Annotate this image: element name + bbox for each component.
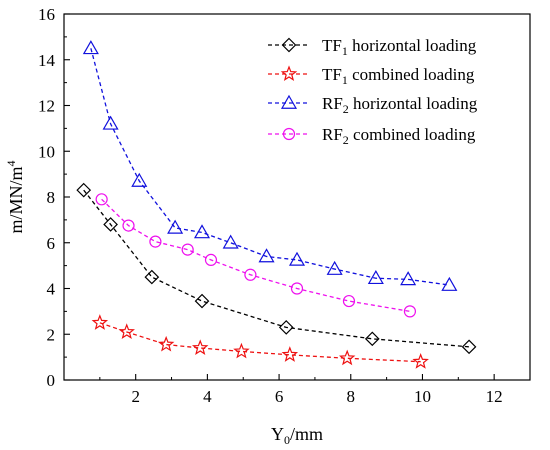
data-point — [122, 219, 135, 232]
legend-label-base: RF — [322, 94, 343, 113]
legend-entry: TF1 horizontal loading — [268, 36, 477, 58]
data-point — [326, 260, 343, 275]
series-line — [101, 198, 411, 313]
legend-label-base: RF — [322, 125, 343, 144]
legend-label-sub: 1 — [342, 44, 348, 58]
data-point — [278, 320, 294, 335]
legend-entry: RF2 horizontal loading — [268, 94, 478, 116]
legend-label-rest: combined loading — [349, 125, 476, 144]
series-line — [99, 322, 421, 363]
legend-marker — [281, 37, 297, 53]
y-tick-label: 0 — [47, 371, 56, 390]
y-tick-label: 16 — [38, 5, 55, 24]
x-tick-label: 12 — [486, 387, 503, 406]
legend-label-rest: horizontal loading — [349, 94, 478, 113]
y-tick-label: 14 — [38, 51, 56, 70]
x-axis-label: Y0/mm — [271, 424, 323, 447]
legend-label-base: TF — [322, 65, 342, 84]
y-axis-label: m/MN/m4 — [4, 160, 26, 233]
data-point — [364, 331, 380, 347]
data-point — [82, 40, 99, 55]
legend-label: RF2 horizontal loading — [322, 94, 478, 116]
y-tick-label: 6 — [47, 234, 56, 253]
data-point — [342, 294, 356, 308]
data-point — [191, 339, 209, 355]
data-point — [461, 339, 477, 355]
data-point — [441, 276, 458, 291]
data-point — [338, 349, 356, 366]
series-0 — [76, 182, 477, 355]
series-line — [90, 48, 450, 286]
series-1 — [91, 314, 429, 369]
y-tick-label: 2 — [47, 325, 56, 344]
legend-label-base: TF — [322, 36, 342, 55]
data-point — [118, 323, 135, 339]
y-tick-label: 4 — [47, 280, 56, 299]
x-tick-label: 6 — [275, 387, 284, 406]
data-point — [244, 268, 257, 281]
x-tick-label: 2 — [131, 387, 140, 406]
legend-label: TF1 combined loading — [322, 65, 475, 87]
data-point — [103, 217, 118, 232]
x-axis-label-sub: 0 — [284, 433, 290, 447]
y-axis-label-sup: 4 — [4, 160, 18, 166]
legend-entry: RF2 combined loading — [268, 125, 476, 147]
x-tick-label: 4 — [203, 387, 212, 406]
series-line — [83, 189, 470, 348]
data-point — [204, 253, 218, 267]
data-point — [144, 269, 160, 285]
data-point — [193, 224, 211, 239]
series-layer — [76, 40, 477, 369]
data-point — [149, 235, 162, 248]
data-point — [233, 342, 250, 359]
legend-label-rest: combined loading — [348, 65, 475, 84]
data-point — [194, 293, 210, 309]
data-point — [131, 172, 148, 187]
legend-label-sub: 2 — [343, 133, 349, 147]
data-point — [290, 282, 304, 295]
data-point — [403, 305, 417, 318]
legend-marker — [280, 94, 298, 109]
data-point — [181, 243, 194, 256]
y-tick-label: 8 — [47, 188, 56, 207]
legend-label-rest: horizontal loading — [348, 36, 477, 55]
y-tick-label: 12 — [38, 97, 55, 116]
data-point — [281, 346, 299, 362]
data-point — [167, 219, 184, 234]
x-tick-label: 8 — [347, 387, 356, 406]
data-point — [367, 269, 384, 285]
data-point — [412, 353, 429, 369]
data-point — [157, 335, 175, 352]
legend-entry: TF1 combined loading — [268, 65, 475, 87]
legend-label-sub: 2 — [343, 102, 349, 116]
legend-label: TF1 horizontal loading — [322, 36, 477, 58]
x-axis-label-base: Y — [271, 424, 284, 444]
legend-label: RF2 combined loading — [322, 125, 476, 147]
x-axis-label-rest: /mm — [290, 424, 323, 444]
data-point — [95, 193, 108, 206]
y-axis-label-base: m/MN/m — [6, 166, 26, 233]
data-point — [400, 271, 417, 286]
axis-ticks — [64, 13, 495, 381]
data-point — [222, 234, 239, 249]
data-point — [258, 248, 275, 263]
legend-label-sub: 1 — [342, 73, 348, 87]
legend-marker — [282, 127, 296, 141]
data-point — [91, 314, 109, 330]
data-point — [288, 251, 306, 266]
legend-marker — [280, 65, 298, 82]
x-tick-label: 10 — [414, 387, 431, 406]
series-3 — [95, 193, 417, 318]
data-point — [102, 115, 119, 130]
series-2 — [82, 40, 458, 291]
data-point — [76, 182, 92, 198]
y-tick-label: 10 — [38, 142, 55, 161]
